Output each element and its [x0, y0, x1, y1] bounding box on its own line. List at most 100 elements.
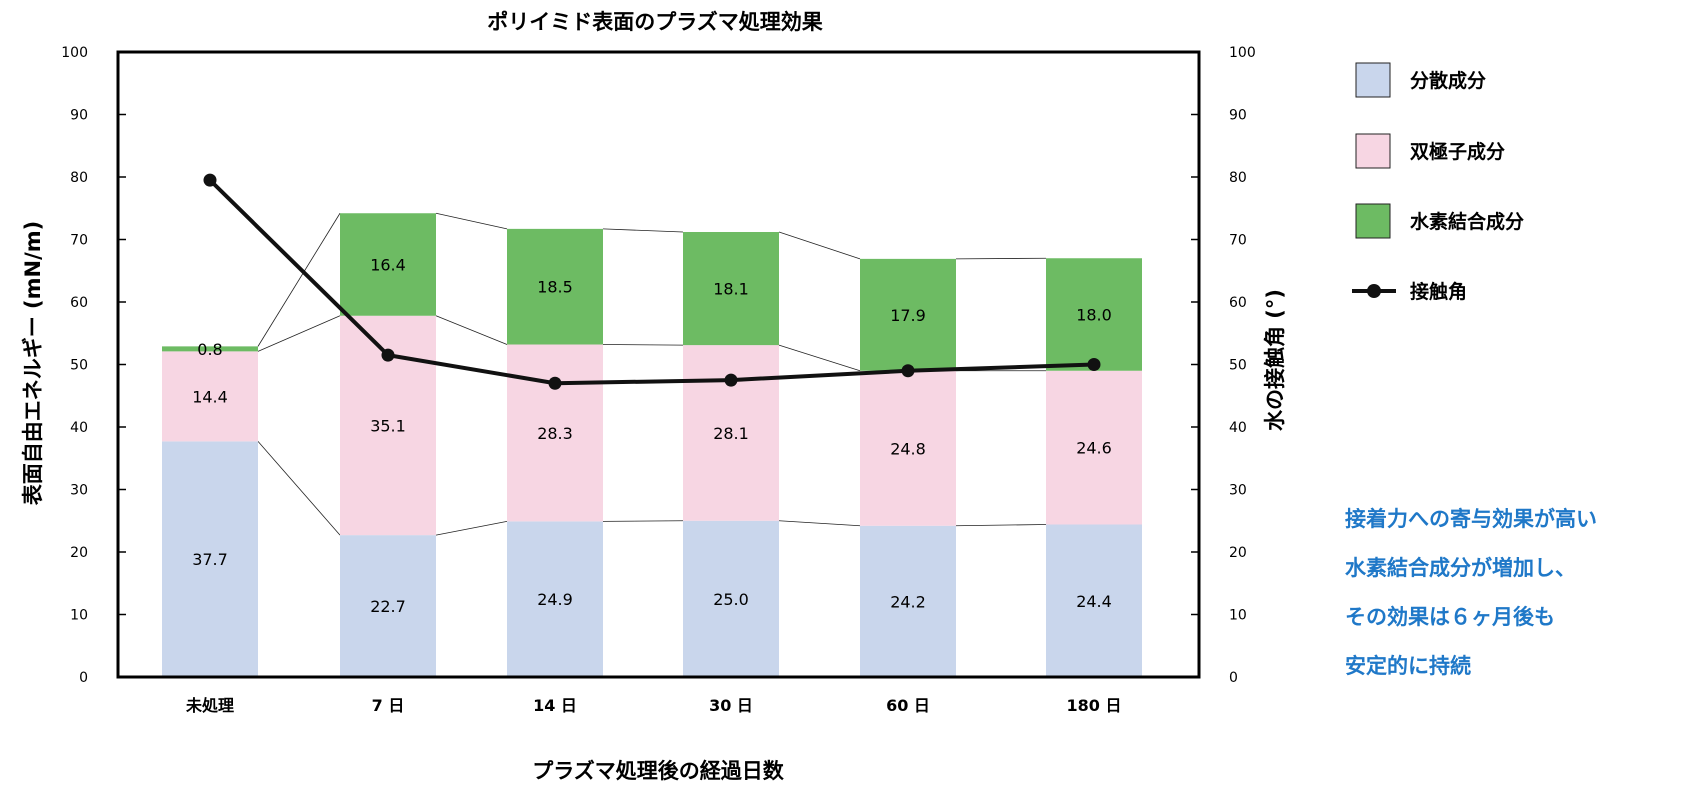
note-line: 接着力への寄与効果が高い: [1345, 507, 1597, 531]
bar-segment: [860, 525, 956, 677]
x-tick-label: 14 日: [533, 696, 577, 715]
annotation-note: 接着力への寄与効果が高い 水素結合成分が増加し、 その効果は６ヶ月後も 安定的に…: [1345, 495, 1675, 691]
bar-segment: [340, 535, 436, 677]
connector-line: [602, 228, 684, 233]
y2-axis-title: 水の接触角 (°): [1263, 289, 1287, 431]
y2-tick-label: 30: [1229, 483, 1247, 499]
connector-line: [602, 344, 684, 346]
y-tick-label: 50: [70, 358, 88, 374]
contact-angle-point: [724, 373, 738, 387]
legend-label: 水素結合成分: [1410, 210, 1524, 233]
data-label: 24.4: [1076, 592, 1112, 611]
bars: [162, 213, 1142, 677]
x-tick-label: 30 日: [709, 696, 753, 715]
data-label: 22.7: [370, 597, 406, 616]
connector-line: [257, 315, 341, 352]
y2-tick-label: 60: [1229, 295, 1247, 311]
bar-segment: [683, 520, 779, 677]
connector-line: [778, 520, 861, 527]
data-label: 24.6: [1076, 439, 1112, 458]
bar-segment: [1046, 524, 1142, 677]
data-label: 25.0: [713, 590, 749, 609]
legend-label: 接触角: [1410, 280, 1467, 303]
y-tick-label: 20: [70, 545, 88, 561]
legend-swatch: [1355, 62, 1391, 98]
y2-tick-label: 40: [1229, 420, 1247, 436]
data-label: 14.4: [192, 387, 228, 406]
y2-tick-label: 10: [1229, 608, 1247, 624]
data-label: 37.7: [192, 550, 228, 569]
y2-tick-label: 90: [1229, 108, 1247, 124]
left-axis: 0 10 20 30 40 50 60 70 80 90 100: [61, 45, 126, 686]
y-tick-label: 70: [70, 233, 88, 249]
bar-segment: [507, 344, 603, 522]
bar-segment: [860, 258, 956, 371]
bar-labels: 37.7 14.4 0.8 22.7 35.1 16.4 24.9 28.3 18.5 25.0 2…: [192, 256, 1112, 617]
data-label: 24.8: [890, 439, 926, 458]
y2-tick-label: 20: [1229, 545, 1247, 561]
data-label: 24.9: [537, 590, 573, 609]
contact-angle-point: [381, 348, 395, 362]
y2-tick-label: 80: [1229, 170, 1247, 186]
y-tick-label: 80: [70, 170, 88, 186]
x-axis: 未処理 7 日 14 日 30 日 60 日 180 日: [185, 696, 1122, 715]
data-label: 0.8: [197, 340, 222, 359]
x-tick-label: 60 日: [886, 696, 930, 715]
y2-tick-label: 100: [1229, 45, 1256, 61]
connector-line: [435, 315, 508, 345]
connector-line: [778, 231, 861, 260]
x-tick-label: 未処理: [185, 696, 234, 715]
connector-line: [955, 524, 1047, 527]
x-axis-title: プラズマ処理後の経過日数: [532, 759, 785, 783]
legend-label: 分散成分: [1410, 69, 1486, 92]
y-tick-label: 40: [70, 420, 88, 436]
data-label: 28.3: [537, 424, 573, 443]
bar-segment: [683, 232, 779, 346]
connector-line: [257, 213, 341, 347]
right-axis: 0 10 20 30 40 50 60 70 80 90 100: [1191, 45, 1256, 686]
bar-segment: [340, 213, 436, 316]
bar-segment: [162, 346, 258, 352]
y-tick-label: 60: [70, 295, 88, 311]
legend-label: 双極子成分: [1410, 140, 1505, 163]
data-label: 17.9: [890, 306, 926, 325]
data-label: 28.1: [713, 424, 749, 443]
y-tick-label: 100: [61, 45, 88, 61]
contact-angle-polyline: [208, 178, 1095, 386]
y2-tick-label: 0: [1229, 670, 1238, 686]
bar-segment: [162, 441, 258, 677]
connector-line: [435, 212, 508, 230]
bar-segment: [507, 521, 603, 677]
data-label: 24.2: [890, 592, 926, 611]
bar-segment: [1046, 258, 1142, 371]
data-label: 18.1: [713, 280, 749, 299]
y-tick-label: 30: [70, 483, 88, 499]
x-tick-label: 7 日: [372, 696, 405, 715]
connector-line: [778, 344, 861, 372]
y2-tick-label: 50: [1229, 358, 1247, 374]
chart-title: ポリイミド表面のプラズマ処理効果: [487, 10, 823, 34]
legend-swatch: [1355, 203, 1391, 239]
y-tick-label: 0: [79, 670, 88, 686]
note-line: その効果は６ヶ月後も: [1345, 605, 1555, 629]
contact-angle-point: [548, 376, 562, 390]
y2-tick-label: 70: [1229, 233, 1247, 249]
contact-angle-point: [901, 364, 915, 378]
legend-line-marker: [1367, 284, 1381, 298]
bar-segment: [860, 370, 956, 526]
connector-line: [435, 520, 508, 536]
y-tick-label: 10: [70, 608, 88, 624]
data-label: 18.5: [537, 278, 573, 297]
legend-swatch: [1355, 133, 1391, 169]
data-label: 18.0: [1076, 306, 1112, 325]
connector-lines: [257, 212, 1047, 536]
bar-segment: [162, 351, 258, 442]
y-tick-label: 90: [70, 108, 88, 124]
contact-angle-line: [203, 173, 1101, 390]
contact-angle-point: [203, 173, 217, 187]
data-label: 35.1: [370, 416, 406, 435]
data-label: 16.4: [370, 256, 406, 275]
x-tick-label: 180 日: [1067, 696, 1122, 715]
